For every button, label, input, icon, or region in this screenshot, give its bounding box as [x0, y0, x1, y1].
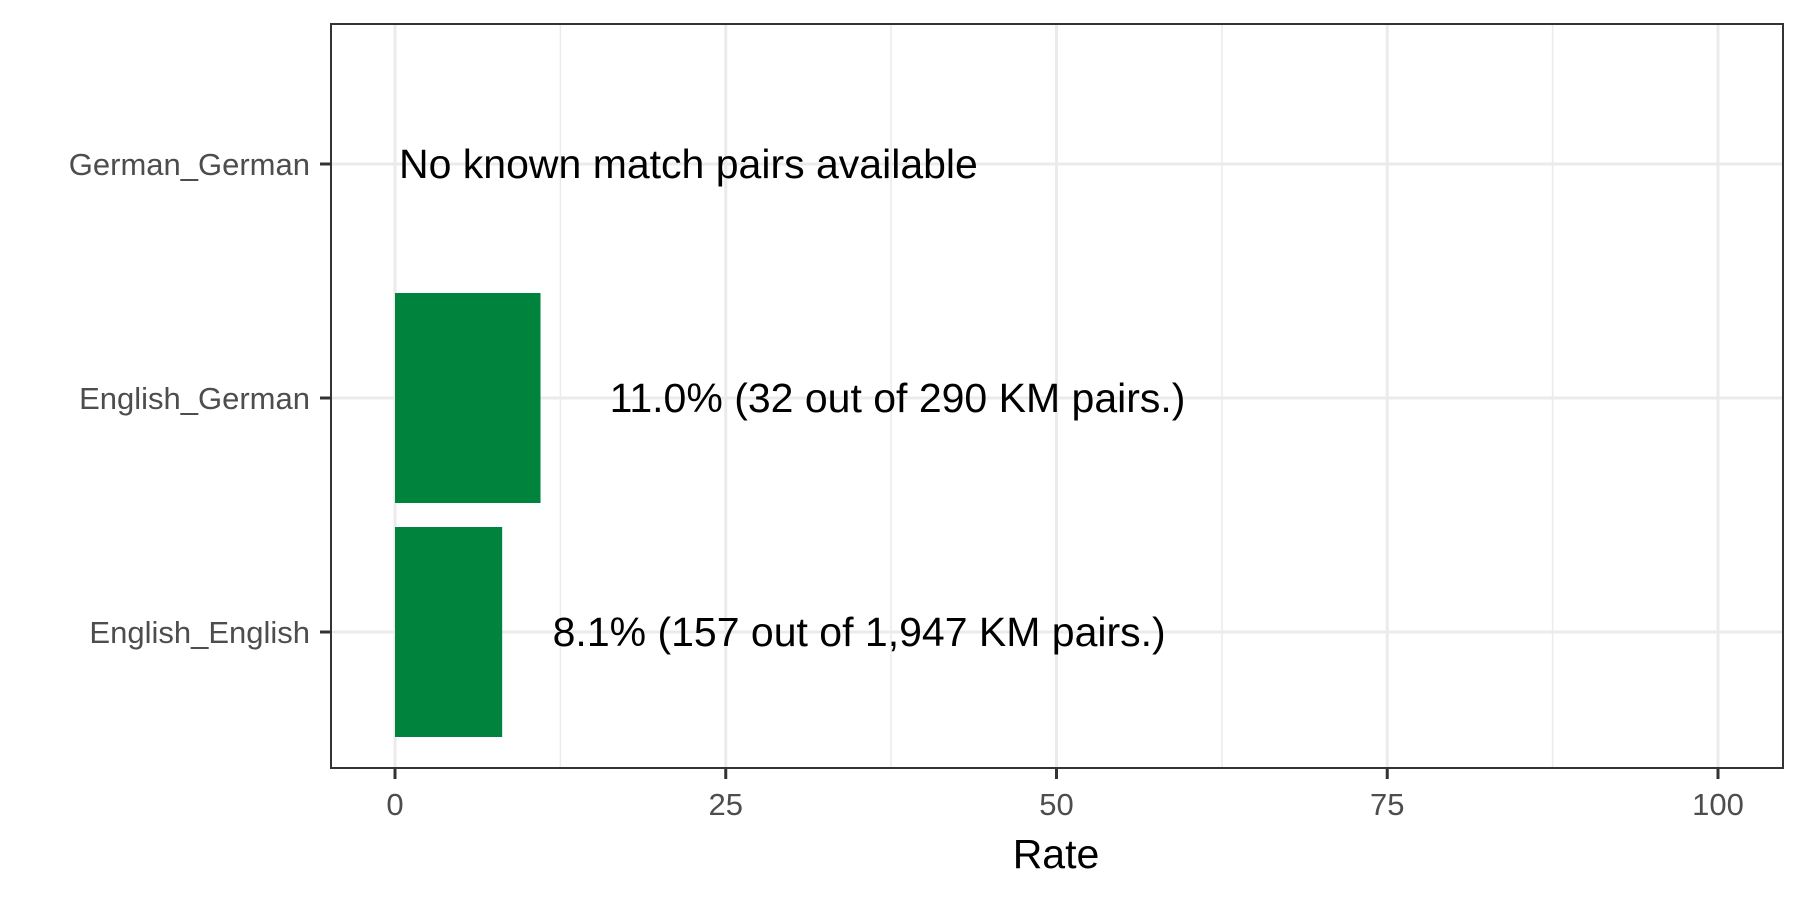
x-tick-label: 25 — [709, 787, 743, 822]
x-axis: 0 25 50 75 100 — [386, 768, 1744, 822]
y-tick-label: German_German — [69, 147, 310, 182]
x-tick-label: 50 — [1039, 787, 1073, 822]
bar — [395, 293, 541, 503]
bar-label: 8.1% (157 out of 1,947 KM pairs.) — [553, 609, 1166, 655]
bar-label: No known match pairs available — [399, 141, 978, 187]
bar-labels: 8.1% (157 out of 1,947 KM pairs.) 11.0% (… — [399, 141, 1185, 655]
bar-label: 11.0% (32 out of 290 KM pairs.) — [610, 375, 1186, 421]
bar — [395, 527, 503, 737]
y-tick-label: English_German — [79, 381, 310, 416]
x-tick-label: 0 — [386, 787, 403, 822]
y-tick-label: English_English — [89, 615, 310, 650]
x-tick-label: 100 — [1692, 787, 1744, 822]
x-tick-label: 75 — [1370, 787, 1404, 822]
y-axis: English_English English_German German_Germ… — [69, 147, 331, 650]
bars — [395, 293, 541, 737]
x-axis-title: Rate — [1013, 831, 1100, 877]
minor-gridlines — [559, 24, 1554, 768]
